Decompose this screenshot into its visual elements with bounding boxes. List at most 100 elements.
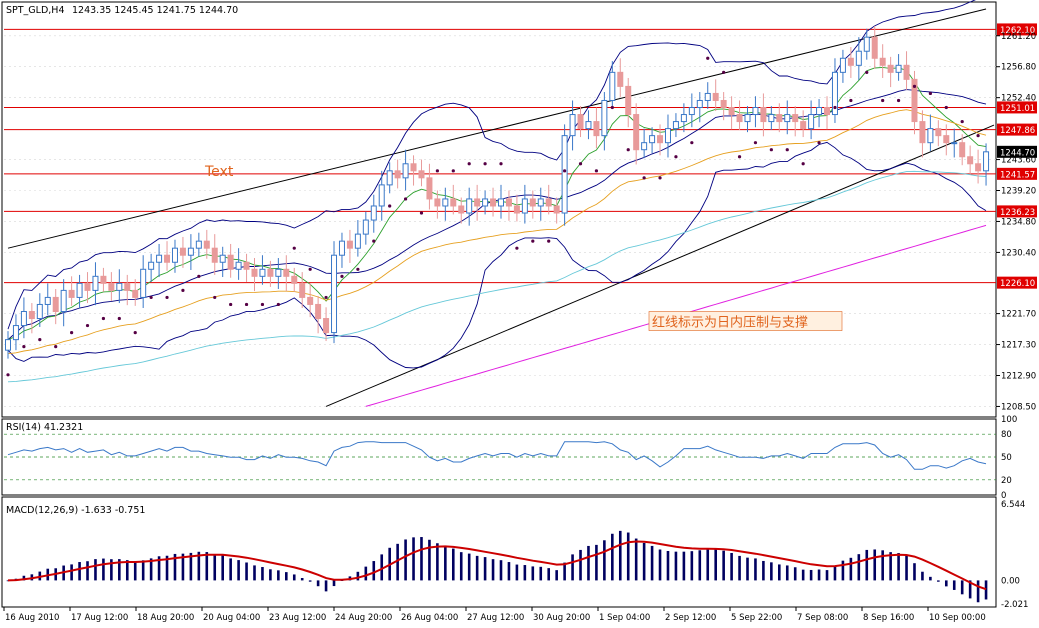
macd-bar bbox=[197, 551, 201, 581]
candle-body bbox=[474, 198, 481, 207]
macd-bar bbox=[412, 537, 415, 581]
macd-bar bbox=[555, 570, 558, 581]
candle-body bbox=[585, 121, 592, 130]
level-label: 1226.10 bbox=[1000, 279, 1035, 289]
candle-body bbox=[187, 247, 194, 256]
candle-body bbox=[426, 177, 433, 200]
text-annotation: Text bbox=[204, 164, 234, 180]
sar-dot bbox=[865, 70, 869, 74]
time-axis: 16 Aug 2010 17 Aug 12:00 18 Aug 20:00 20 Au… bbox=[3, 607, 986, 623]
candle-body bbox=[60, 289, 67, 312]
price-tick-label: 1256.80 bbox=[1001, 63, 1036, 73]
sar-dot bbox=[292, 246, 296, 250]
macd-signal-line bbox=[7, 540, 987, 591]
sar-dot bbox=[960, 119, 964, 124]
candle-body bbox=[887, 64, 894, 73]
candle-body bbox=[664, 128, 671, 144]
macd-tick-label: 6.544 bbox=[1001, 500, 1025, 510]
macd-bar bbox=[809, 569, 813, 581]
candle-body bbox=[903, 64, 910, 80]
macd-bar bbox=[149, 558, 153, 581]
macd-bar bbox=[420, 537, 423, 581]
macd-bar bbox=[102, 558, 105, 581]
candle-body bbox=[792, 114, 799, 123]
note-box bbox=[648, 311, 843, 331]
macd-bar bbox=[642, 542, 646, 581]
candle-body bbox=[800, 121, 807, 130]
macd-bar bbox=[404, 539, 407, 581]
macd-bar bbox=[118, 559, 121, 581]
macd-bar bbox=[762, 560, 765, 581]
macd-bar bbox=[706, 549, 710, 581]
macd-bar bbox=[86, 561, 89, 581]
macd-bar bbox=[157, 556, 161, 581]
macd-bar bbox=[674, 551, 678, 581]
time-tick-label: 26 Aug 04:00 bbox=[401, 613, 458, 623]
macd-bar bbox=[905, 555, 908, 581]
macd-panel[interactable]: 6.544 0.00 -2.021 MACD(12,26,9) -1.633 -0.… bbox=[1, 496, 1028, 610]
sar-dot bbox=[737, 155, 742, 159]
macd-bar bbox=[316, 580, 320, 587]
time-tick-label: 18 Aug 20:00 bbox=[137, 613, 194, 623]
macd-bar bbox=[22, 575, 26, 581]
candle-body bbox=[983, 151, 990, 172]
price-tick-label: 1217.30 bbox=[1001, 341, 1036, 351]
sar-dot bbox=[85, 323, 90, 328]
current-price-label: 1244.70 bbox=[1000, 148, 1035, 158]
candle-body bbox=[307, 296, 314, 305]
rsi-tick-label: 0 bbox=[1001, 491, 1006, 501]
candle-body bbox=[943, 135, 950, 144]
macd-bar bbox=[213, 554, 217, 581]
macd-bar bbox=[237, 560, 240, 581]
sar-dot bbox=[70, 330, 74, 335]
macd-bar bbox=[730, 552, 733, 581]
horizontal-levels: 1262.10 1251.01 1247.86 1241.57 1236.23 1226.… bbox=[4, 23, 1037, 289]
macd-bar bbox=[292, 574, 296, 581]
sar-dot bbox=[244, 302, 249, 307]
candle-body bbox=[593, 121, 600, 137]
current-price-tag bbox=[997, 145, 1037, 158]
sar-dot bbox=[610, 105, 614, 110]
macd-bar bbox=[571, 554, 574, 581]
macd-bar bbox=[245, 562, 248, 581]
macd-bar bbox=[285, 572, 288, 581]
sar-dot bbox=[197, 274, 201, 278]
candle-body bbox=[362, 219, 369, 235]
sar-dot bbox=[753, 141, 758, 145]
macd-bar bbox=[968, 580, 972, 599]
candle-body bbox=[219, 254, 226, 263]
candle-body bbox=[935, 128, 942, 137]
price-panel[interactable]: 1262.10 1251.01 1247.86 1241.57 1236.23 1226.… bbox=[1, 0, 1037, 418]
macd-bar bbox=[658, 549, 662, 581]
candle-body bbox=[577, 114, 584, 130]
rsi-title: RSI(14) 41.2321 bbox=[6, 422, 83, 433]
macd-bar bbox=[603, 540, 606, 581]
sar-dot bbox=[499, 162, 503, 166]
candle-body bbox=[235, 261, 242, 270]
macd-bar bbox=[205, 552, 209, 581]
symbol-label: SPT_GLD,H4 bbox=[6, 5, 65, 16]
rsi-line bbox=[7, 441, 987, 470]
sar-dot bbox=[626, 148, 630, 152]
candle-body bbox=[211, 247, 218, 263]
price-tick-label: 1221.70 bbox=[1001, 310, 1036, 320]
sar-dot bbox=[467, 162, 471, 166]
sar-dot bbox=[22, 345, 26, 349]
level-label: 1236.23 bbox=[1000, 208, 1035, 218]
macd-bar bbox=[459, 552, 463, 581]
candle-body bbox=[657, 135, 664, 144]
level-tag bbox=[997, 101, 1037, 114]
macd-bar bbox=[221, 555, 224, 581]
level-label: 1247.86 bbox=[1000, 126, 1035, 136]
macd-bar bbox=[770, 562, 773, 581]
candle-body bbox=[203, 240, 210, 249]
sar-dot bbox=[181, 288, 185, 292]
macd-bar bbox=[491, 559, 495, 581]
macd-bar bbox=[952, 580, 956, 590]
candle-body bbox=[601, 99, 608, 137]
sar-dot bbox=[133, 330, 137, 335]
candle-body bbox=[275, 268, 282, 277]
macd-bar bbox=[563, 562, 566, 581]
rsi-panel[interactable]: 100 80 50 20 0 RSI(14) 41.2321 bbox=[1, 415, 1017, 501]
level-tag bbox=[997, 167, 1037, 180]
